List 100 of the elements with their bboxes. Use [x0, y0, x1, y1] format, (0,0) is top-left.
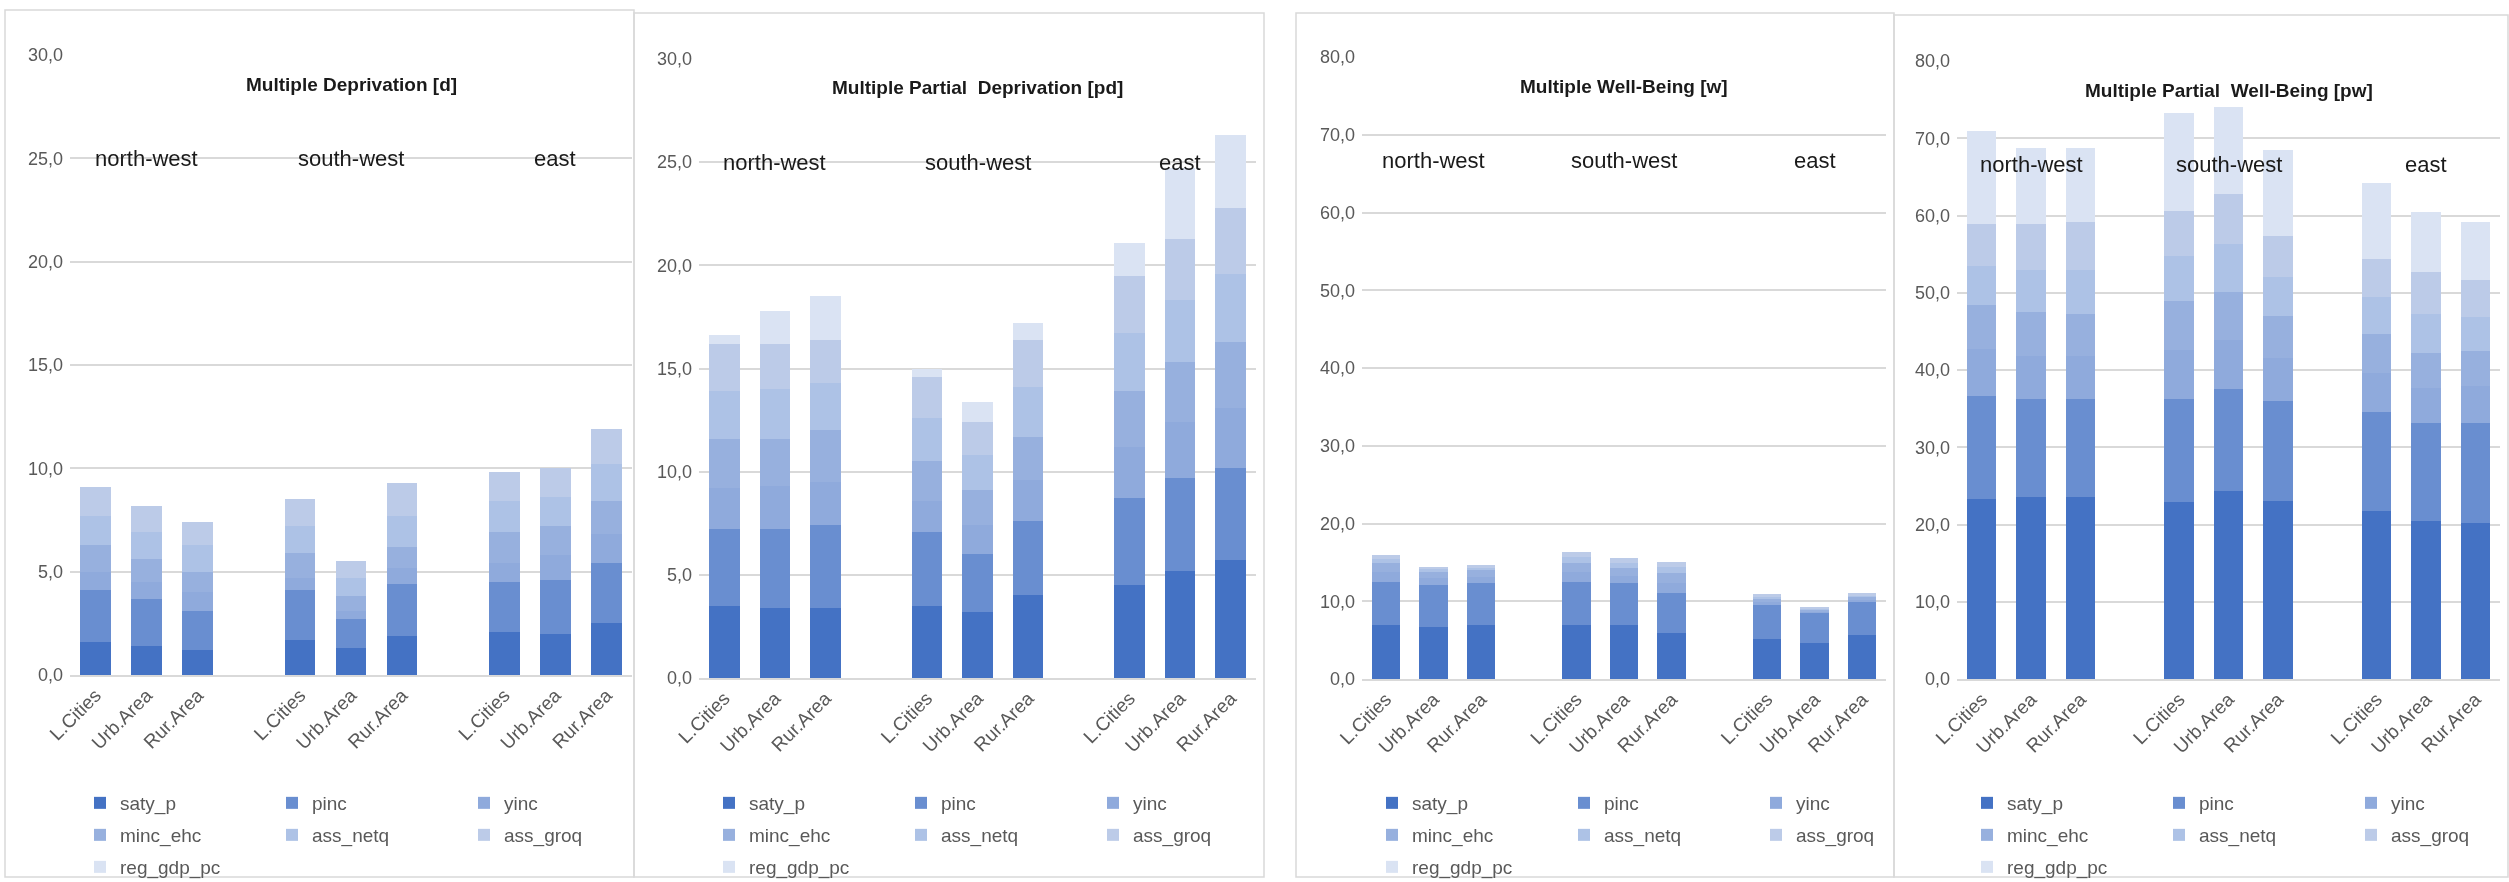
y-tick-label: 60,0 [1319, 202, 1355, 223]
y-tick-label: 30,0 [1914, 437, 1950, 458]
legend-label: ass_netq [312, 825, 390, 848]
legend-label: ass_groq [1133, 825, 1212, 848]
bar [2411, 521, 2441, 679]
bar [2411, 422, 2441, 522]
bar [709, 343, 740, 392]
bar [80, 486, 111, 516]
bar [182, 544, 214, 572]
bar [1752, 638, 1782, 679]
y-tick-label: 20,0 [27, 251, 63, 272]
text: Multiple Well-Being [w] [1520, 76, 1728, 97]
bar [2263, 400, 2293, 501]
bar [2361, 258, 2392, 298]
bar [335, 619, 367, 649]
bar [2411, 271, 2441, 314]
legend-label: minc_ehc [749, 825, 831, 848]
bar [759, 607, 791, 678]
annotation: south-west [1571, 148, 1678, 173]
bar [1562, 624, 1591, 679]
y-tick-label: 15,0 [656, 358, 692, 379]
bar [1562, 552, 1591, 557]
bar [284, 639, 316, 675]
bar [2361, 411, 2392, 511]
y-tick-label: 30,0 [27, 45, 63, 66]
legend-label: pinc [1604, 793, 1639, 815]
annotation: north-west [723, 150, 826, 175]
bar [1371, 555, 1401, 560]
y-tick-label: 10,0 [656, 461, 692, 482]
legend-label: saty_p [749, 793, 805, 816]
bar [131, 505, 162, 533]
bar [182, 650, 214, 675]
bar [1609, 582, 1639, 626]
bar [1966, 224, 1997, 266]
bar [911, 376, 943, 419]
bar [591, 429, 622, 465]
y-tick-label: 80,0 [1319, 47, 1355, 68]
bar [1215, 273, 1246, 342]
bar [911, 531, 943, 606]
legend-label: yinc [2391, 793, 2425, 815]
y-tick-label: 40,0 [1914, 360, 1950, 381]
bar [1371, 559, 1401, 564]
bar [80, 515, 111, 545]
legend-label: yinc [504, 793, 538, 815]
legend-label: ass_groq [504, 825, 583, 848]
legend-label: ass_netq [941, 825, 1019, 848]
bar [335, 561, 367, 578]
annotation: north-west [1980, 152, 2083, 177]
bar [2460, 280, 2491, 317]
bar [1966, 499, 1997, 679]
y-tick-label: 25,0 [27, 148, 63, 169]
bar [1657, 633, 1686, 679]
bar [1966, 396, 1997, 500]
annotation: north-west [1382, 148, 1485, 173]
bar [2164, 502, 2194, 679]
bar [911, 605, 943, 678]
bar [386, 482, 418, 516]
bar [488, 631, 520, 675]
legend-label: yinc [1796, 793, 1830, 815]
bar [386, 515, 418, 547]
annotation: south-west [925, 150, 1032, 175]
bar [2361, 297, 2392, 334]
bar [386, 635, 418, 675]
bar [1012, 521, 1044, 596]
y-tick-label: 0,0 [37, 665, 63, 686]
bar [2460, 221, 2491, 281]
y-tick-label: 5,0 [666, 565, 692, 586]
bar [2213, 244, 2244, 292]
bar [1215, 135, 1246, 208]
y-tick-label: 30,0 [1319, 436, 1355, 457]
legend-label: ass_netq [1604, 825, 1682, 848]
y-tick-label: 20,0 [1914, 514, 1950, 535]
legend-label: ass_groq [1796, 825, 1875, 848]
y-tick-label: 0,0 [1924, 669, 1950, 690]
bar [540, 468, 571, 498]
bar [962, 554, 993, 612]
legend-label: minc_ehc [1412, 825, 1494, 848]
y-tick-label: 5,0 [37, 561, 63, 582]
bar [2263, 500, 2293, 679]
bar [810, 339, 841, 383]
bar [182, 522, 214, 545]
y-tick-label: 20,0 [656, 255, 692, 276]
bar [2016, 224, 2046, 270]
annotation: east [534, 146, 576, 171]
y-tick-label: 50,0 [1914, 283, 1950, 304]
annotation: south-west [298, 146, 405, 171]
bar [1847, 635, 1877, 679]
bar [1562, 556, 1591, 564]
bar [1164, 238, 1196, 301]
bar [80, 590, 111, 642]
bar [1609, 563, 1639, 568]
bar [284, 526, 316, 554]
bar [488, 582, 520, 632]
bar [80, 641, 111, 675]
bar [284, 499, 316, 527]
bar [2065, 222, 2096, 271]
bar [1164, 300, 1196, 363]
bar [2361, 183, 2392, 259]
bar [1800, 612, 1829, 644]
bar [1752, 602, 1782, 606]
